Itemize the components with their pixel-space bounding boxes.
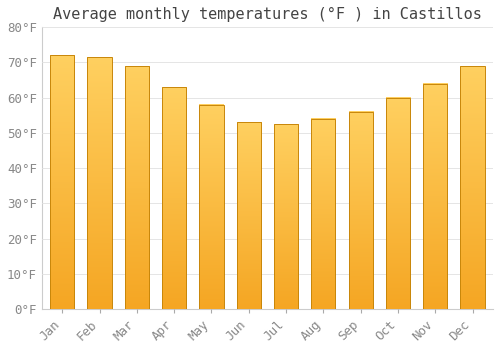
Title: Average monthly temperatures (°F ) in Castillos: Average monthly temperatures (°F ) in Ca… xyxy=(53,7,482,22)
